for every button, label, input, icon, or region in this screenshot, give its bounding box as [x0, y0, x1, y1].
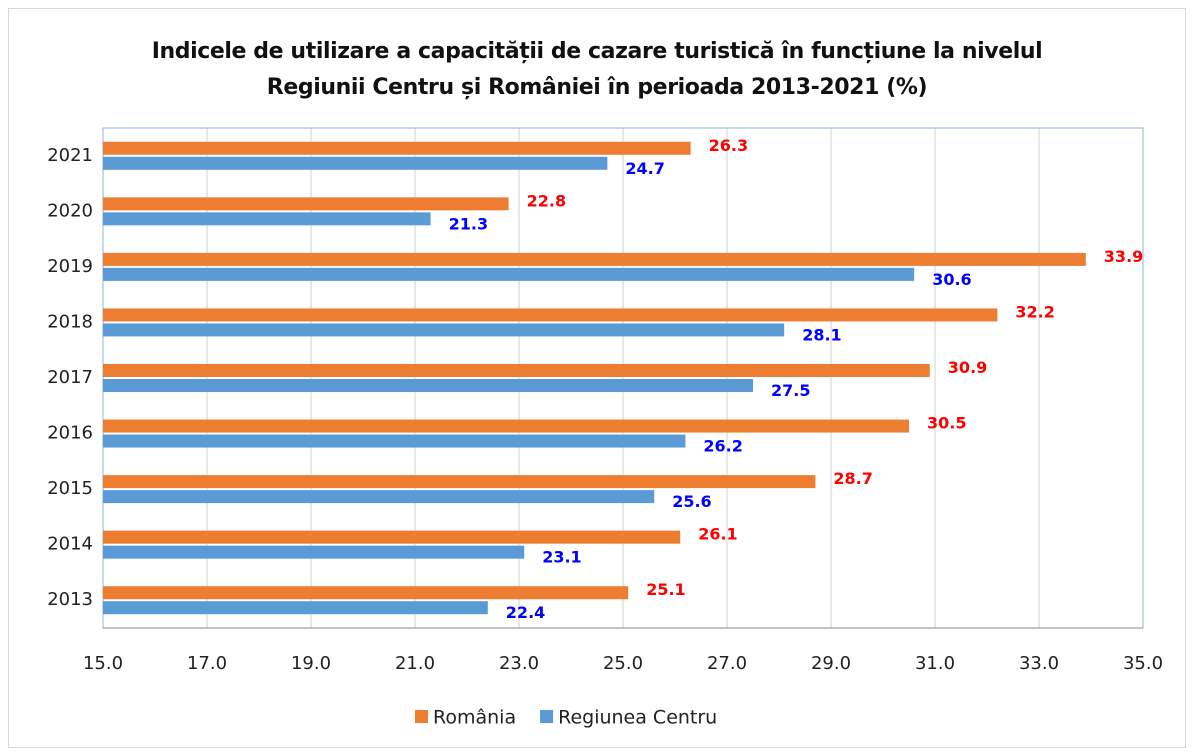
x-tick-label: 19.0 — [291, 653, 331, 674]
bar — [103, 364, 930, 377]
bar — [103, 212, 431, 226]
data-label: 24.7 — [625, 159, 664, 178]
bar — [103, 197, 509, 211]
data-label: 25.6 — [672, 492, 711, 511]
chart-frame — [8, 8, 1186, 748]
x-tick-label: 25.0 — [603, 653, 643, 674]
data-label: 26.3 — [709, 136, 748, 155]
x-tick-label: 21.0 — [395, 653, 435, 674]
data-label: 25.1 — [646, 580, 685, 599]
bar — [103, 419, 909, 433]
bar — [103, 586, 629, 600]
data-label: 33.9 — [1104, 247, 1143, 266]
x-tick-label: 27.0 — [707, 653, 747, 674]
bar — [103, 252, 1086, 266]
x-tick-label: 35.0 — [1123, 653, 1163, 674]
data-label: 26.2 — [703, 437, 742, 456]
data-label: 30.9 — [948, 358, 987, 377]
x-tick-label: 17.0 — [187, 653, 227, 674]
bar — [103, 434, 686, 448]
y-tick-label: 2017 — [47, 367, 93, 388]
y-tick-label: 2019 — [47, 256, 93, 277]
bar — [103, 545, 525, 559]
y-tick-label: 2014 — [47, 534, 93, 555]
bar — [103, 601, 488, 615]
bar — [103, 475, 816, 489]
data-label: 23.1 — [542, 548, 581, 567]
x-tick-label: 33.0 — [1019, 653, 1059, 674]
bar — [103, 156, 608, 170]
bar — [103, 308, 998, 322]
y-tick-label: 2020 — [47, 200, 93, 221]
data-label: 22.8 — [527, 191, 566, 210]
bar — [103, 323, 785, 337]
data-label: 28.7 — [833, 469, 872, 488]
y-tick-label: 2016 — [47, 423, 93, 444]
data-label: 30.6 — [932, 270, 971, 289]
data-label: 21.3 — [449, 214, 488, 233]
data-label: 32.2 — [1015, 302, 1054, 321]
y-tick-label: 2018 — [47, 311, 93, 332]
x-tick-label: 23.0 — [499, 653, 539, 674]
bar — [103, 379, 753, 392]
x-tick-label: 15.0 — [83, 653, 123, 674]
x-tick-label: 31.0 — [915, 653, 955, 674]
data-label: 26.1 — [698, 525, 737, 544]
legend-swatch — [540, 710, 554, 723]
legend-swatch — [415, 710, 428, 723]
x-tick-label: 29.0 — [811, 653, 851, 674]
legend-label: Regiunea Centru — [558, 707, 717, 729]
bar — [103, 141, 691, 155]
data-label: 30.5 — [927, 414, 966, 433]
y-tick-label: 2021 — [47, 145, 93, 166]
bar — [103, 530, 681, 544]
y-tick-label: 2015 — [47, 478, 93, 499]
legend-label: România — [433, 707, 516, 729]
bar — [103, 267, 915, 281]
y-tick-label: 2013 — [47, 589, 93, 610]
data-label: 28.1 — [802, 325, 841, 344]
bar — [103, 490, 655, 504]
data-label: 22.4 — [506, 603, 545, 622]
data-label: 27.5 — [771, 381, 810, 400]
chart-title: Indicele de utilizare a capacității de c… — [151, 39, 1043, 100]
